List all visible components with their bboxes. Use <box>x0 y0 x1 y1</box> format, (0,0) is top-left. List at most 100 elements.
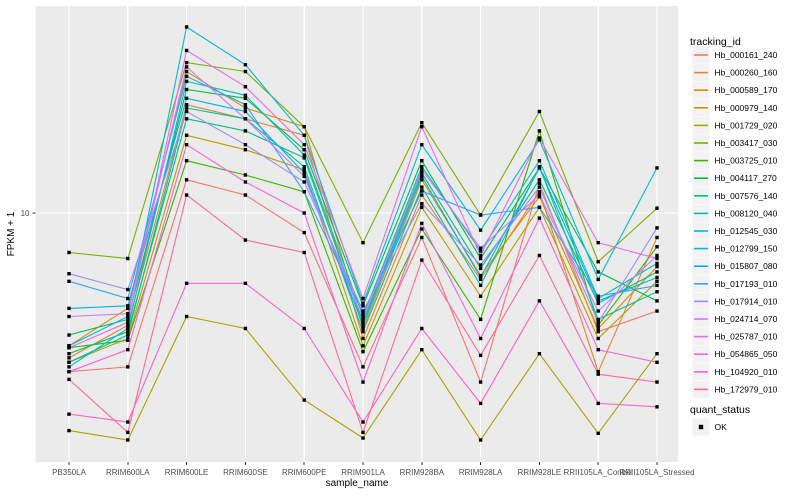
data-point <box>420 189 424 193</box>
data-point <box>361 349 365 354</box>
data-point <box>537 185 542 189</box>
data-point <box>596 240 600 245</box>
data-point <box>655 279 659 284</box>
data-point <box>184 79 189 84</box>
data-point <box>537 136 542 140</box>
x-tick-label: RRIM928LE <box>518 468 562 477</box>
data-point <box>361 436 365 440</box>
data-point <box>361 296 365 301</box>
data-point <box>67 360 71 364</box>
data-point <box>302 153 306 157</box>
data-point <box>537 216 542 220</box>
legend-item-label: Hb_007576_140 <box>715 191 778 201</box>
data-point <box>420 178 424 182</box>
data-point <box>420 158 424 163</box>
data-point <box>243 238 248 242</box>
data-point <box>126 336 130 341</box>
data-point <box>655 299 659 303</box>
legend-item-Hb_015807_080: Hb_015807_080 <box>692 257 778 275</box>
x-axis-title: sample_name <box>326 478 389 489</box>
data-point <box>243 129 248 133</box>
data-point <box>537 166 542 170</box>
legend-item-label: Hb_012545_030 <box>715 226 778 236</box>
data-point <box>184 314 189 319</box>
data-point <box>302 156 306 160</box>
data-point <box>184 106 189 110</box>
data-point <box>596 317 600 322</box>
data-point <box>478 263 483 267</box>
data-point <box>596 326 600 331</box>
legend-item-Hb_024714_070: Hb_024714_070 <box>692 310 778 328</box>
data-point <box>596 329 600 334</box>
data-point <box>184 193 189 197</box>
data-point <box>420 221 424 226</box>
data-point <box>361 344 365 348</box>
legend-item-Hb_017193_010: Hb_017193_010 <box>692 275 778 293</box>
legend-item-Hb_054865_050: Hb_054865_050 <box>692 345 778 363</box>
legend-item-label: Hb_000979_140 <box>715 103 778 113</box>
data-point <box>420 347 424 352</box>
data-point <box>655 270 659 274</box>
data-point <box>537 109 542 114</box>
data-point <box>420 174 424 179</box>
axes: PB350LA RRIM600LA RRIM600LE RRIM600SE RRIM60… <box>21 209 695 477</box>
legend-quant-status-title: quant_status <box>690 404 750 416</box>
data-point <box>596 270 600 274</box>
data-point <box>596 296 600 301</box>
data-point <box>596 336 600 341</box>
data-point <box>243 180 248 184</box>
legend-item-label: Hb_000589_170 <box>715 85 778 95</box>
data-point <box>184 178 189 182</box>
data-point <box>126 287 130 292</box>
data-point <box>302 164 306 169</box>
data-point <box>302 174 306 179</box>
data-point <box>302 148 306 152</box>
data-point <box>596 294 600 298</box>
data-point <box>243 117 248 121</box>
data-point <box>478 249 483 253</box>
data-point <box>184 87 189 92</box>
data-point <box>243 281 248 286</box>
legend-item-Hb_001729_020: Hb_001729_020 <box>692 116 778 134</box>
legend-item-Hb_000161_240: Hb_000161_240 <box>692 46 778 64</box>
data-point <box>67 306 71 311</box>
data-point <box>67 377 71 382</box>
data-point <box>655 256 659 261</box>
data-point <box>184 109 189 114</box>
data-point <box>596 299 600 303</box>
data-point <box>420 193 424 197</box>
data-point <box>655 166 659 170</box>
data-point <box>184 65 189 69</box>
data-point <box>302 190 306 194</box>
data-point <box>478 253 483 258</box>
data-point <box>478 256 483 261</box>
x-tick-label: RRIM600SE <box>223 468 267 477</box>
x-tick-label: RRIM928LA <box>459 468 503 477</box>
panel-background <box>35 6 678 462</box>
data-point <box>184 25 189 29</box>
data-point <box>655 245 659 249</box>
data-point <box>655 226 659 230</box>
data-point <box>243 148 248 152</box>
data-point <box>126 326 130 331</box>
data-point <box>420 235 424 240</box>
x-tick-label: RRIM600PE <box>282 468 326 477</box>
data-point <box>537 205 542 209</box>
data-point <box>420 205 424 209</box>
legend-item-Hb_012799_150: Hb_012799_150 <box>692 240 778 258</box>
y-tick-label: 10 <box>21 209 30 218</box>
data-point <box>655 253 659 258</box>
data-point <box>655 380 659 384</box>
data-point <box>596 323 600 328</box>
legend-item-label: Hb_004117_270 <box>715 173 778 183</box>
data-point <box>596 260 600 264</box>
data-point <box>243 142 248 147</box>
data-point <box>126 306 130 311</box>
data-point <box>596 309 600 313</box>
data-point <box>655 405 659 409</box>
legend-item-label: Hb_003417_030 <box>715 138 778 148</box>
legend-item-label: Hb_001729_020 <box>715 120 778 130</box>
x-tick-label: RRII105LA_Stressed <box>619 468 694 477</box>
data-point <box>478 336 483 341</box>
data-point <box>478 294 483 298</box>
